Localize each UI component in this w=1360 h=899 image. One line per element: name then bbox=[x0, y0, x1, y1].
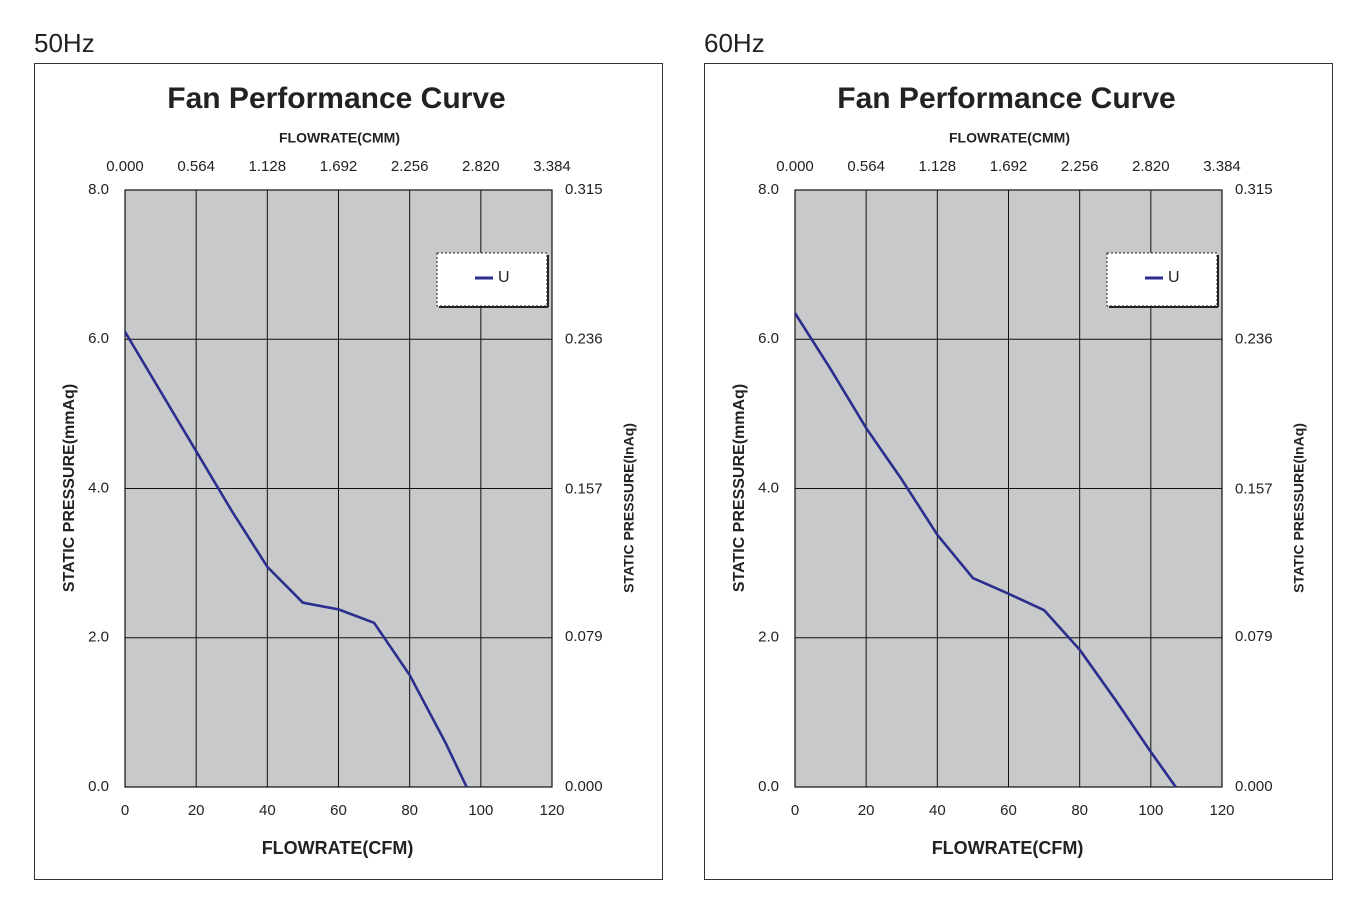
x2-tick-label: 2.820 bbox=[462, 158, 500, 175]
x-tick-label: 80 bbox=[1071, 802, 1088, 819]
y-tick-label: 2.0 bbox=[758, 629, 779, 646]
x2-tick-label: 2.820 bbox=[1132, 158, 1170, 175]
y2-tick-label: 0.315 bbox=[565, 181, 603, 198]
y-tick-label: 2.0 bbox=[88, 629, 109, 646]
y2-tick-label: 0.079 bbox=[1235, 628, 1273, 645]
x2-axis-label: FLOWRATE(CMM) bbox=[279, 130, 400, 146]
x2-axis-label: FLOWRATE(CMM) bbox=[949, 130, 1070, 146]
x-tick-label: 20 bbox=[858, 802, 875, 819]
panel-heading: 60Hz bbox=[704, 28, 765, 58]
x-tick-label: 80 bbox=[401, 802, 418, 819]
panel-frame bbox=[704, 63, 1333, 880]
y-axis-label: STATIC PRESSURE(mmAq) bbox=[61, 384, 78, 592]
y2-tick-label: 0.157 bbox=[1235, 480, 1273, 497]
panel-heading: 50Hz bbox=[34, 28, 95, 58]
y2-axis-label: STATIC PRESSURE(InAq) bbox=[621, 423, 637, 593]
x-tick-label: 100 bbox=[468, 802, 493, 819]
x2-tick-label: 0.564 bbox=[847, 158, 885, 175]
y-axis-label: STATIC PRESSURE(mmAq) bbox=[731, 384, 748, 592]
y2-tick-label: 0.315 bbox=[1235, 181, 1273, 198]
x-axis-label: FLOWRATE(CFM) bbox=[262, 838, 414, 858]
x2-tick-label: 1.128 bbox=[249, 158, 287, 175]
y-tick-label: 4.0 bbox=[88, 479, 109, 496]
legend-label: U bbox=[1168, 269, 1180, 286]
x2-tick-label: 2.256 bbox=[1061, 158, 1099, 175]
y-tick-label: 0.0 bbox=[88, 778, 109, 795]
x-tick-label: 0 bbox=[791, 802, 799, 819]
y-tick-label: 8.0 bbox=[88, 181, 109, 198]
x2-tick-label: 0.000 bbox=[106, 158, 144, 175]
x2-tick-label: 0.000 bbox=[776, 158, 814, 175]
y2-tick-label: 0.079 bbox=[565, 628, 603, 645]
y2-tick-label: 0.000 bbox=[1235, 778, 1273, 795]
x-tick-label: 40 bbox=[259, 802, 276, 819]
x-tick-label: 20 bbox=[188, 802, 205, 819]
x-tick-label: 0 bbox=[121, 802, 129, 819]
chart-title: Fan Performance Curve bbox=[167, 82, 505, 115]
x-tick-label: 40 bbox=[929, 802, 946, 819]
x2-tick-label: 1.692 bbox=[990, 158, 1028, 175]
y2-tick-label: 0.000 bbox=[565, 778, 603, 795]
x2-tick-label: 1.692 bbox=[320, 158, 358, 175]
curve bbox=[123, 331, 468, 788]
y-tick-label: 8.0 bbox=[758, 181, 779, 198]
curve bbox=[793, 312, 1177, 788]
legend-label: U bbox=[498, 269, 510, 286]
x2-tick-label: 3.384 bbox=[533, 158, 571, 175]
y2-tick-label: 0.236 bbox=[565, 331, 603, 348]
y2-axis-label: STATIC PRESSURE(InAq) bbox=[1291, 423, 1307, 593]
x2-tick-label: 0.564 bbox=[177, 158, 215, 175]
x-tick-label: 120 bbox=[1209, 802, 1234, 819]
y-tick-label: 6.0 bbox=[758, 330, 779, 347]
x-tick-label: 100 bbox=[1138, 802, 1163, 819]
x-tick-label: 120 bbox=[539, 802, 564, 819]
y2-tick-label: 0.157 bbox=[565, 480, 603, 497]
panel-frame bbox=[34, 63, 663, 880]
x2-tick-label: 2.256 bbox=[391, 158, 429, 175]
x2-tick-label: 3.384 bbox=[1203, 158, 1241, 175]
plot-border bbox=[794, 189, 1223, 788]
y-tick-label: 0.0 bbox=[758, 778, 779, 795]
y-tick-label: 4.0 bbox=[758, 479, 779, 496]
y-tick-label: 6.0 bbox=[88, 330, 109, 347]
x-axis-label: FLOWRATE(CFM) bbox=[932, 838, 1084, 858]
y2-tick-label: 0.236 bbox=[1235, 331, 1273, 348]
plot-border bbox=[124, 189, 553, 788]
x2-tick-label: 1.128 bbox=[919, 158, 957, 175]
x-tick-label: 60 bbox=[1000, 802, 1017, 819]
chart-title: Fan Performance Curve bbox=[837, 82, 1175, 115]
x-tick-label: 60 bbox=[330, 802, 347, 819]
